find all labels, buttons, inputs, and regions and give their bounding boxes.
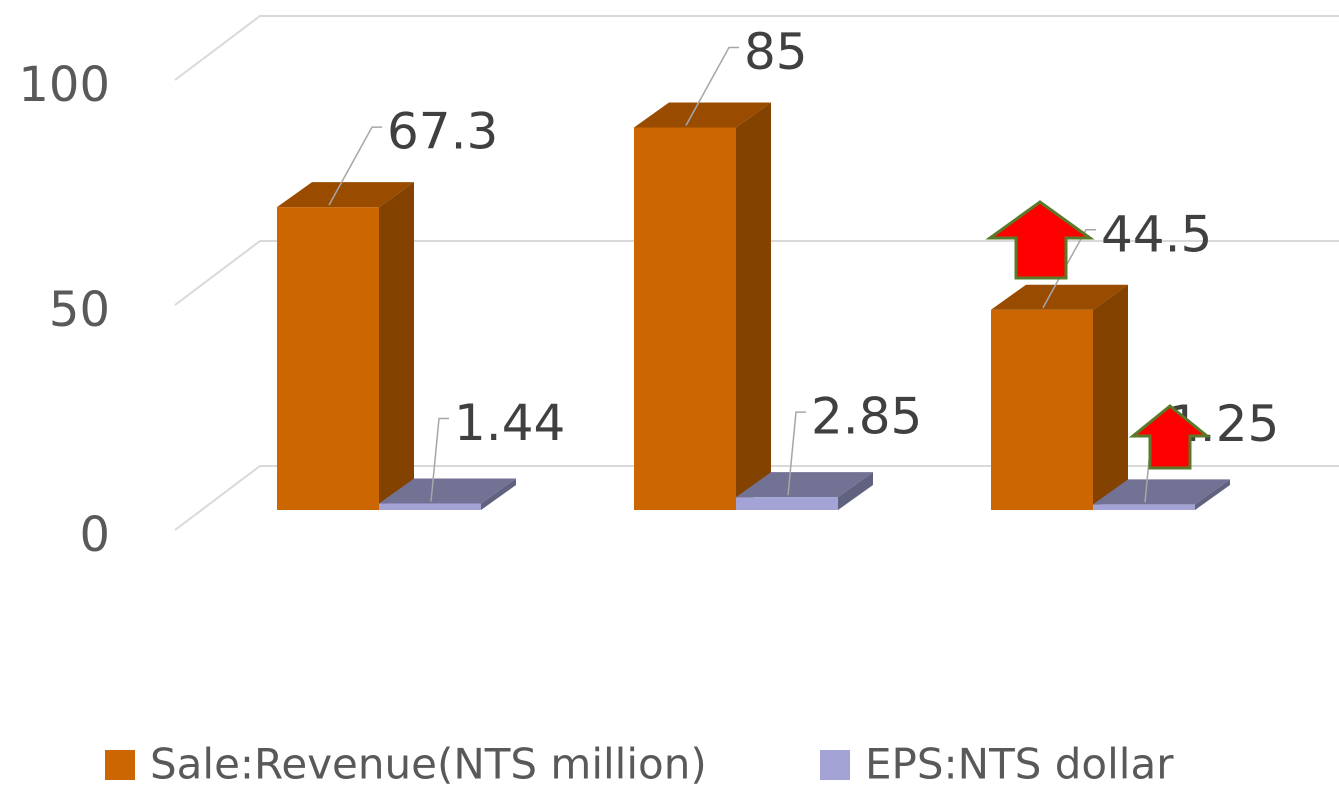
data-label: 44.5 — [1101, 205, 1212, 263]
bar-side — [481, 478, 516, 510]
leader-line — [685, 46, 739, 126]
grid-line — [174, 465, 1339, 531]
legend-label: Sale:Revenue(NTS million) — [150, 740, 707, 787]
bar-top — [1093, 479, 1230, 505]
bar — [379, 478, 516, 510]
bar-front — [1093, 504, 1195, 510]
grid-line — [174, 240, 1339, 306]
grid — [174, 15, 1339, 531]
bar-side — [838, 472, 873, 510]
legend-label: EPS:NTS dollar — [865, 740, 1174, 787]
bar-front — [277, 207, 379, 510]
bar-side — [1195, 479, 1230, 510]
y-tick-label: 50 — [49, 282, 110, 338]
legend-swatch — [820, 750, 850, 780]
legend-swatch — [105, 750, 135, 780]
bar-side — [379, 182, 414, 510]
bar — [277, 182, 414, 510]
bar-top — [634, 102, 771, 128]
bar-top — [277, 182, 414, 208]
leader-line — [430, 417, 449, 502]
up-arrow — [985, 200, 1095, 280]
data-label: 2.85 — [811, 388, 922, 446]
y-tick-label: 100 — [18, 57, 110, 113]
bar-front — [736, 497, 838, 510]
bar-front — [379, 503, 481, 510]
bar — [991, 284, 1128, 510]
data-label: 1.44 — [454, 394, 565, 452]
y-tick-label: 0 — [79, 507, 110, 563]
bar-top — [736, 472, 873, 498]
bar-top — [379, 478, 516, 504]
bar — [736, 472, 873, 510]
up-arrow — [1128, 404, 1212, 470]
leader-line — [328, 126, 382, 206]
bar-side — [1093, 284, 1128, 510]
data-label: 85 — [744, 23, 808, 81]
grid-line — [174, 15, 1339, 81]
bar-front — [991, 309, 1093, 510]
bar-top — [991, 284, 1128, 310]
bar — [634, 102, 771, 510]
bar-front — [634, 127, 736, 510]
bar — [1093, 479, 1230, 510]
data-label: 67.3 — [387, 103, 498, 161]
leader-line — [787, 411, 806, 496]
bar-side — [736, 102, 771, 510]
leader-line — [1042, 229, 1096, 309]
